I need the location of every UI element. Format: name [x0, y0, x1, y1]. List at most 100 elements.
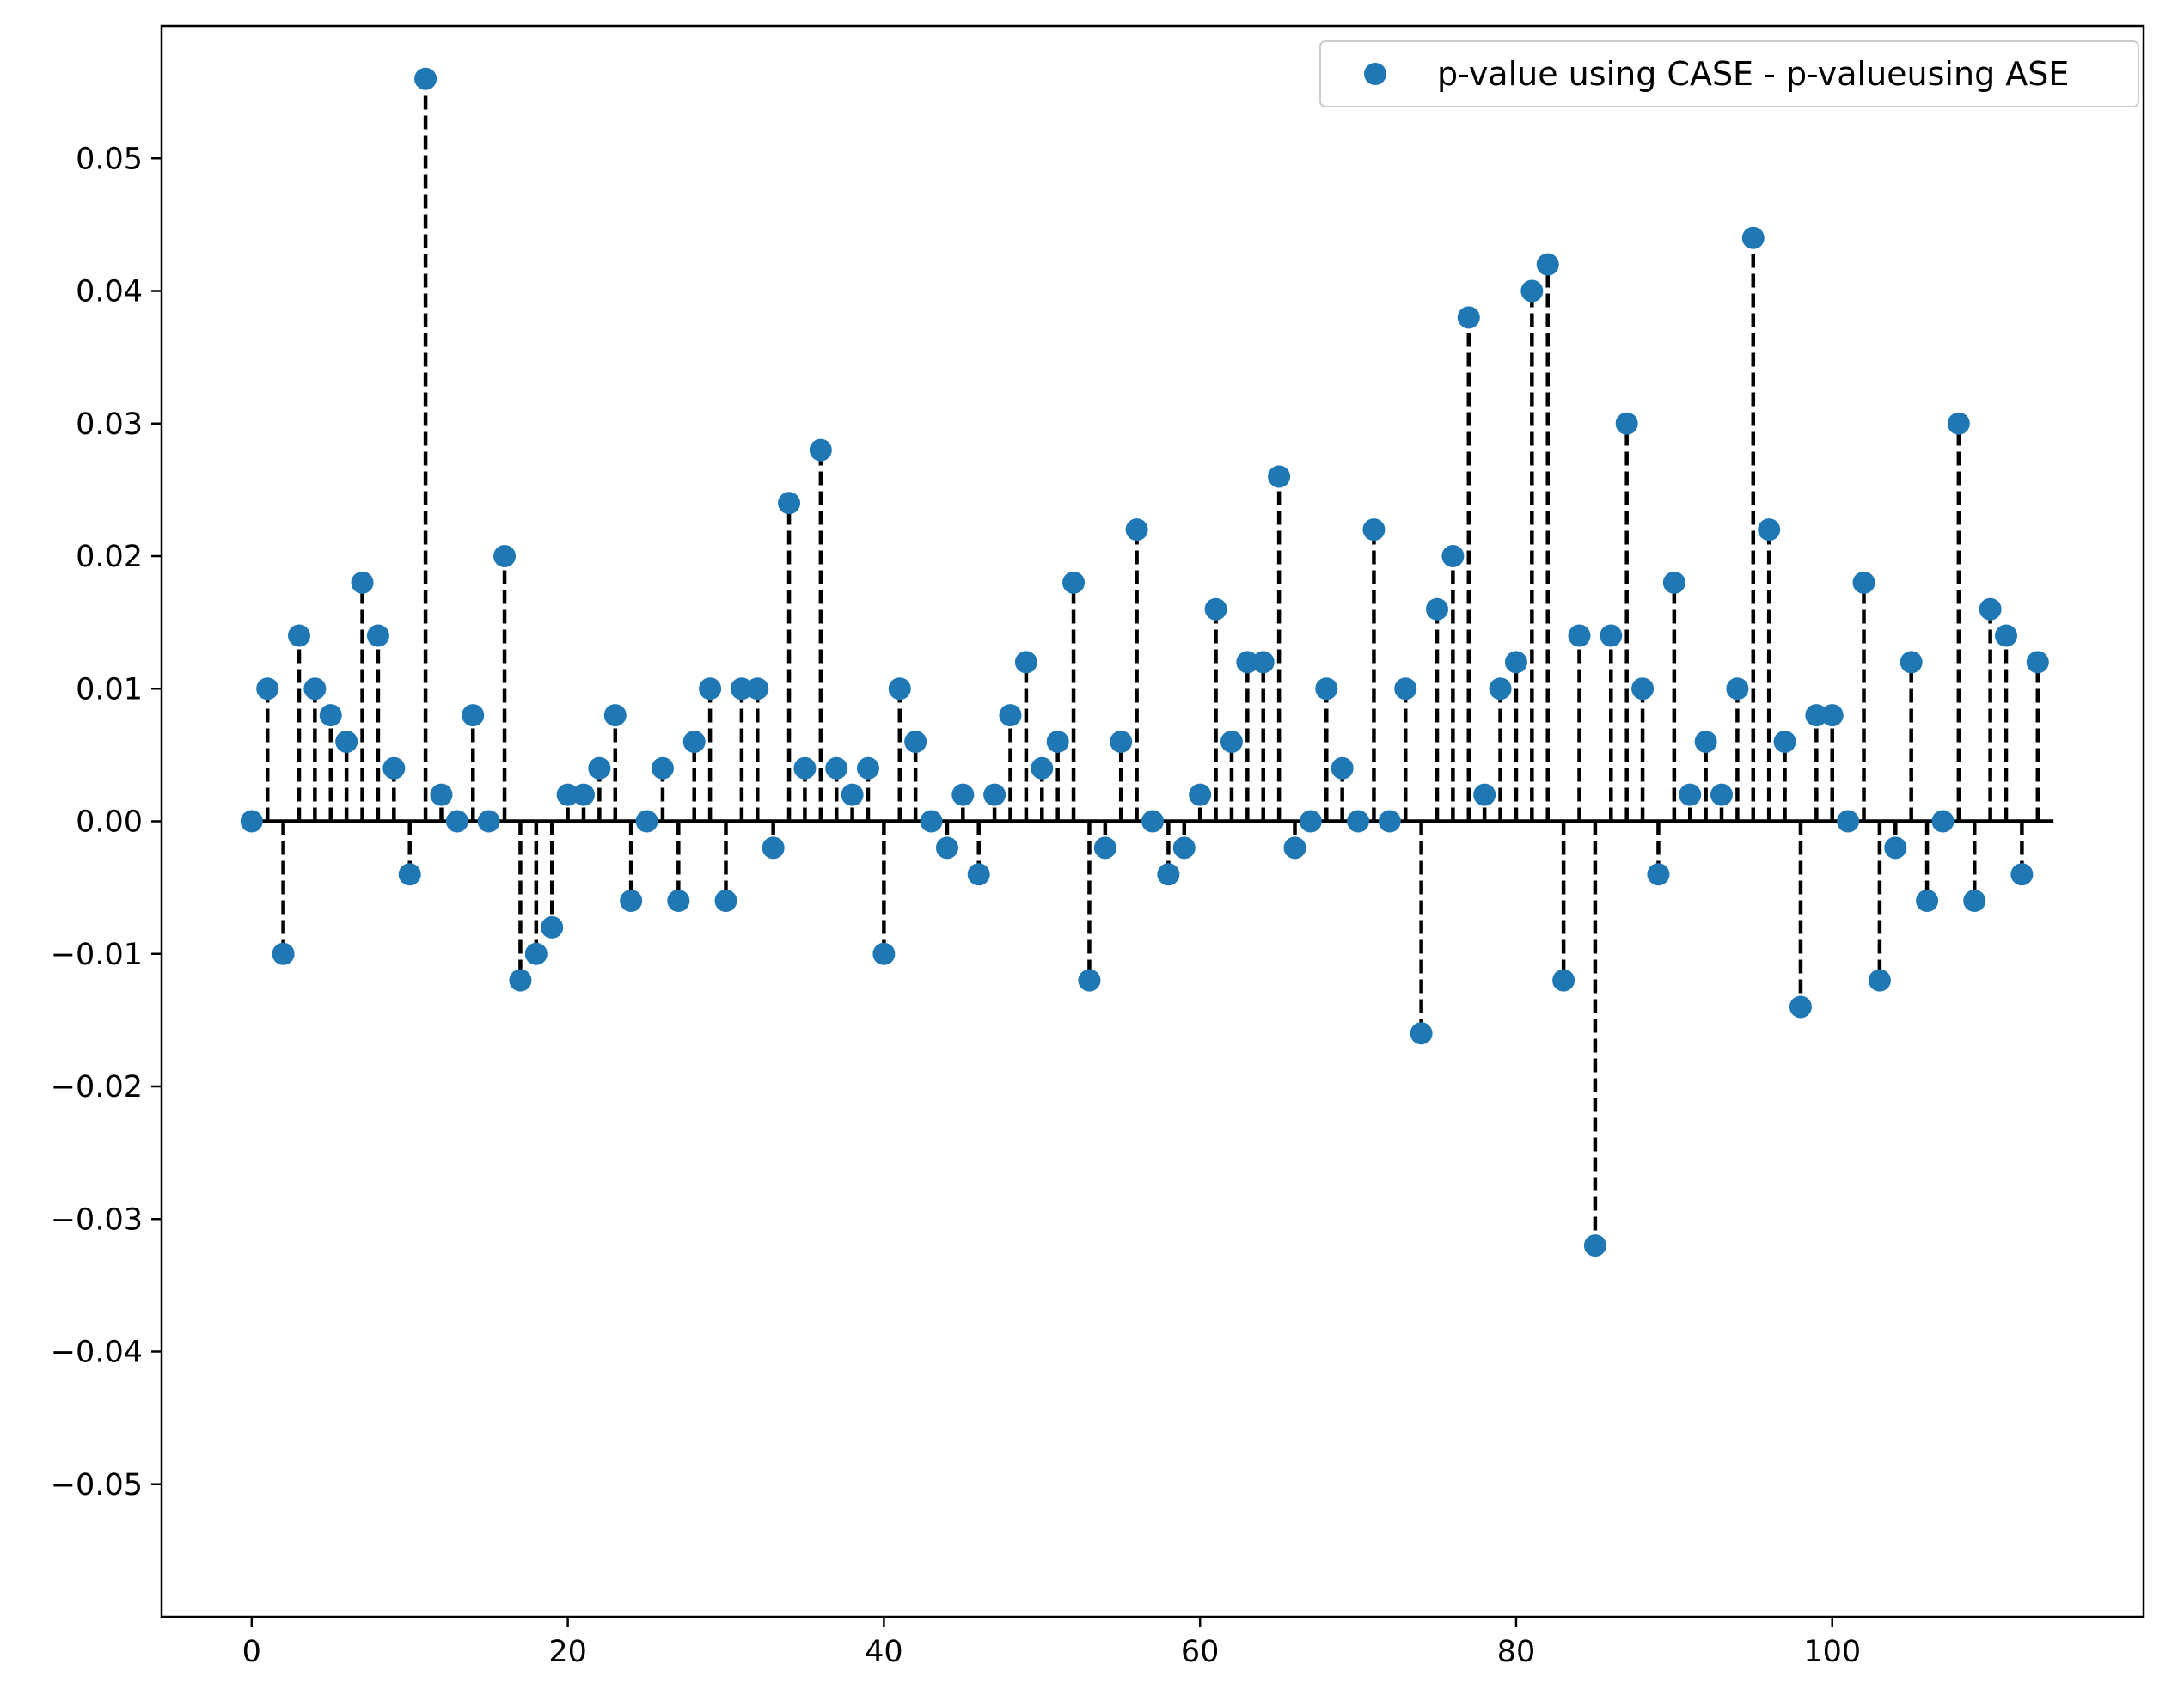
data-point: [983, 783, 1006, 806]
data-point: [793, 756, 817, 780]
data-point: [872, 942, 896, 965]
data-point: [778, 492, 801, 515]
data-point: [1378, 810, 1401, 833]
data-point: [1441, 545, 1465, 567]
data-point: [1852, 571, 1875, 594]
data-point: [1520, 279, 1544, 303]
data-point: [1884, 836, 1907, 860]
data-point: [588, 756, 611, 780]
data-point: [1014, 651, 1037, 674]
data-point: [1995, 624, 2018, 647]
data-point: [1172, 836, 1196, 860]
data-point: [398, 863, 421, 886]
data-point: [1600, 624, 1623, 647]
data-point: [1647, 863, 1670, 886]
data-point: [351, 571, 374, 594]
y-tick-label: 0.05: [76, 142, 143, 176]
data-point: [1093, 836, 1116, 860]
y-tick-label: −0.03: [51, 1202, 143, 1237]
x-tick-label: 100: [1803, 1635, 1861, 1669]
data-point: [256, 677, 279, 701]
data-point: [493, 545, 517, 567]
data-point: [1979, 597, 2002, 621]
data-point: [1331, 756, 1354, 780]
y-tick-label: −0.02: [51, 1070, 143, 1104]
data-point: [682, 730, 706, 753]
x-tick-label: 80: [1497, 1635, 1536, 1669]
data-point: [1662, 571, 1685, 594]
data-point: [904, 730, 927, 753]
data-point: [1820, 704, 1844, 727]
y-axis: −0.05 −0.04 −0.03 −0.02 −0.01 0.00 0.01 0.02 0.0…: [51, 142, 162, 1502]
legend-marker-icon: [1364, 63, 1386, 85]
data-point: [1837, 810, 1860, 833]
data-point: [667, 890, 690, 913]
y-tick-label: 0.02: [76, 540, 143, 574]
data-point: [999, 704, 1022, 727]
y-tick-label: 0.01: [76, 672, 143, 707]
data-point: [445, 810, 468, 833]
data-point: [1220, 730, 1243, 753]
data-point: [524, 942, 548, 965]
data-point: [541, 915, 564, 939]
data-point: [935, 836, 958, 860]
data-point: [1583, 1234, 1606, 1257]
data-point: [762, 836, 785, 860]
data-point: [651, 756, 674, 780]
y-tick-label: 0.04: [76, 275, 143, 309]
y-tick-label: −0.05: [51, 1468, 143, 1502]
data-point: [699, 677, 722, 701]
data-point: [366, 624, 389, 647]
data-point: [1204, 597, 1227, 621]
data-point: [1773, 730, 1796, 753]
data-point: [1504, 651, 1527, 674]
data-point: [1189, 783, 1212, 806]
data-point: [1141, 810, 1164, 833]
y-tick-label: 0.03: [76, 407, 143, 442]
data-point: [1426, 597, 1449, 621]
data-point: [1031, 756, 1054, 780]
data-point: [841, 783, 864, 806]
x-tick-label: 60: [1181, 1635, 1220, 1669]
data-point: [730, 677, 753, 701]
data-point: [1457, 306, 1480, 329]
data-point: [430, 783, 453, 806]
data-point: [1536, 253, 1559, 276]
data-point: [287, 624, 310, 647]
data-point: [1615, 412, 1638, 435]
data-point: [1947, 412, 1970, 435]
data-point: [1710, 783, 1734, 806]
data-point: [1963, 890, 1986, 913]
data-point: [603, 704, 627, 727]
data-point: [1552, 969, 1575, 992]
data-point: [714, 890, 737, 913]
data-point: [746, 677, 769, 701]
data-point: [509, 969, 532, 992]
data-point: [825, 756, 848, 780]
data-point: [1758, 518, 1781, 542]
data-point: [240, 810, 263, 833]
data-point: [635, 810, 658, 833]
data-point: [1568, 624, 1591, 647]
data-point: [462, 704, 485, 727]
data-point: [1789, 995, 1812, 1019]
data-point: [1726, 677, 1749, 701]
data-point: [1268, 465, 1291, 488]
data-point: [1236, 651, 1259, 674]
x-axis: 0 20 40 60 80 100: [242, 1617, 1861, 1669]
data-point: [1394, 677, 1417, 701]
data-point: [1110, 730, 1133, 753]
data-point: [2010, 863, 2034, 886]
data-point: [477, 810, 500, 833]
data-point: [951, 783, 975, 806]
data-point: [920, 810, 943, 833]
data-point: [888, 677, 911, 701]
data-point: [572, 783, 595, 806]
data-point: [1362, 518, 1386, 542]
data-point: [2026, 651, 2049, 674]
y-tick-label: 0.00: [76, 805, 143, 840]
data-point: [382, 756, 406, 780]
data-point: [335, 730, 358, 753]
